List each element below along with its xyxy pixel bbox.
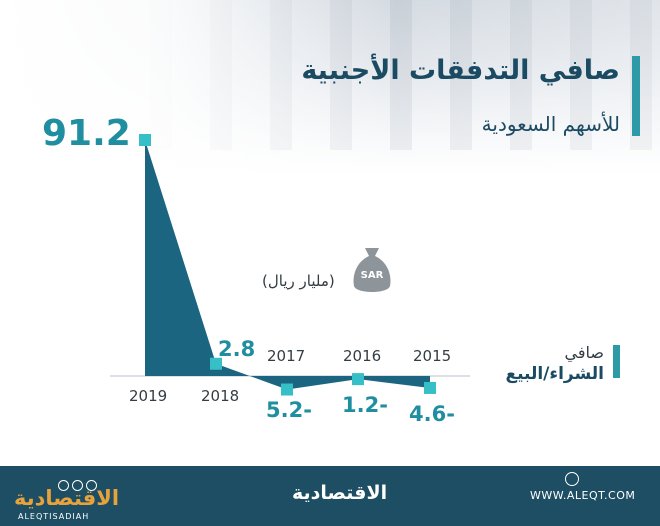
side-label-line1: صافي: [564, 343, 604, 362]
side-label: صافي الشراء/البيع: [505, 343, 604, 384]
side-label-accent-bar: [613, 345, 620, 378]
value-label-2018: 2.8: [218, 337, 256, 361]
value-label-2016: 1.2-: [342, 393, 388, 417]
footer-logo-center: الاقتصادية: [292, 482, 388, 504]
twitter-icon[interactable]: [86, 480, 97, 491]
chart-title: صافي التدفقات الأجنبية: [301, 55, 620, 86]
money-bag-text: SAR: [361, 270, 384, 281]
x-tick-2019: 2019: [129, 387, 168, 405]
chart-plot: [110, 134, 470, 396]
area-series: [145, 140, 430, 390]
footer-logo-left: الاقتصادية: [14, 486, 120, 510]
footer-bar: الاقتصادية ALEQTISADIAH الاقتصادية WWW.A…: [0, 466, 660, 526]
value-label-2019: 91.2: [42, 113, 131, 154]
data-marker-2017: [281, 383, 293, 396]
data-marker-2018: [210, 357, 222, 370]
money-bag-icon: SAR: [353, 248, 391, 292]
globe-icon: [565, 472, 579, 486]
data-marker-2015: [424, 381, 436, 394]
footer-website[interactable]: WWW.ALEQT.COM: [530, 489, 636, 502]
unit-label: (مليار ريال): [262, 272, 335, 290]
footer-logo-left-sub: ALEQTISADIAH: [18, 512, 90, 521]
x-tick-2017: 2017: [267, 347, 306, 365]
social-icons: [58, 480, 97, 491]
data-marker-2019: [139, 134, 151, 146]
x-tick-2018: 2018: [201, 387, 240, 405]
chart-subtitle: للأسهم السعودية: [481, 112, 620, 136]
side-label-line2: الشراء/البيع: [505, 364, 604, 384]
unit-block: (مليار ريال) SAR: [262, 244, 402, 304]
value-label-2015: 4.6-: [409, 402, 455, 426]
data-marker-2016: [352, 373, 364, 386]
x-tick-2015: 2015: [413, 347, 452, 365]
header-photo-fade: [0, 0, 660, 200]
instagram-icon[interactable]: [58, 480, 69, 491]
value-label-2017: 5.2-: [266, 398, 312, 422]
facebook-icon[interactable]: [72, 480, 83, 491]
title-accent-bar: [632, 56, 640, 136]
x-tick-2016: 2016: [343, 347, 382, 365]
